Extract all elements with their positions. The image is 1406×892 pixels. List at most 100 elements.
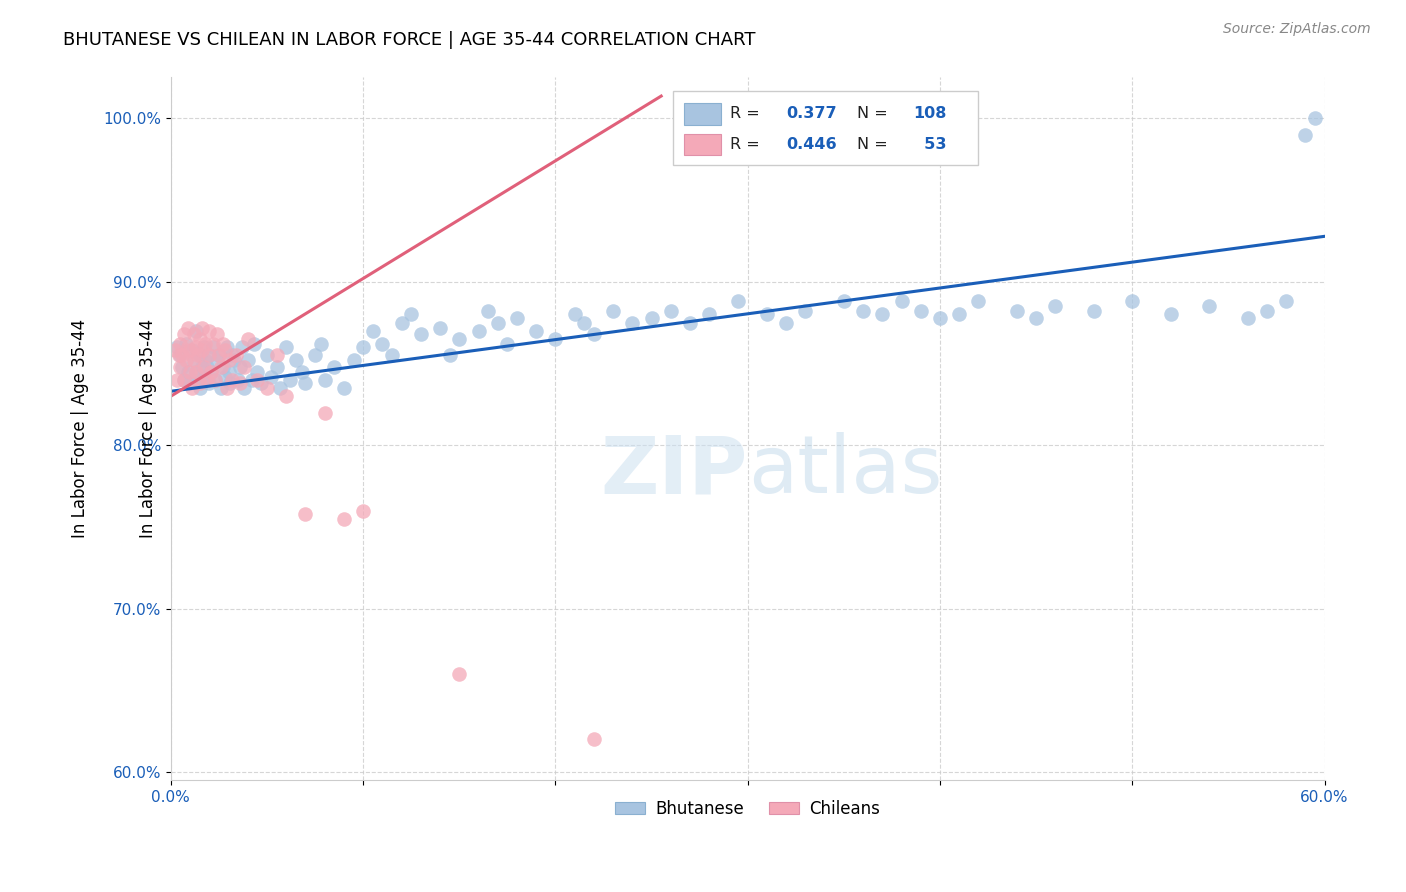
Point: [167, 348, 190, 362]
Point: [214, 369, 236, 384]
Point: [187, 348, 209, 362]
Point: [872, 308, 894, 322]
Legend: Bhutanese, Chileans: Bhutanese, Chileans: [609, 793, 887, 825]
Point: [755, 308, 778, 322]
Point: [209, 359, 232, 374]
Point: [188, 348, 211, 362]
Text: 0.446: 0.446: [786, 136, 837, 152]
Point: [211, 359, 233, 374]
Point: [179, 365, 201, 379]
Point: [890, 294, 912, 309]
Point: [640, 310, 662, 325]
Point: [177, 365, 200, 379]
Point: [187, 373, 209, 387]
Point: [198, 348, 221, 362]
Point: [948, 308, 970, 322]
Point: [333, 381, 356, 395]
Point: [1121, 294, 1143, 309]
Point: [284, 353, 307, 368]
Point: [183, 353, 205, 368]
Point: [256, 381, 278, 395]
Point: [214, 343, 236, 358]
Point: [231, 340, 253, 354]
Point: [314, 405, 336, 419]
Point: [496, 337, 519, 351]
Point: [188, 332, 211, 346]
Text: 53: 53: [912, 136, 946, 152]
Point: [229, 359, 252, 374]
Text: 108: 108: [912, 106, 946, 121]
Point: [246, 373, 269, 387]
Point: [794, 304, 817, 318]
Point: [215, 381, 238, 395]
Point: [211, 337, 233, 351]
Point: [582, 732, 605, 747]
Point: [449, 332, 471, 346]
Point: [197, 359, 219, 374]
Point: [967, 294, 990, 309]
Point: [172, 348, 194, 362]
Point: [697, 308, 720, 322]
Point: [294, 376, 316, 390]
Point: [269, 381, 291, 395]
Point: [294, 507, 316, 521]
Point: [179, 376, 201, 390]
Point: [198, 348, 221, 362]
Y-axis label: In Labor Force | Age 35-44: In Labor Force | Age 35-44: [139, 319, 157, 539]
Point: [184, 324, 207, 338]
Point: [174, 353, 197, 368]
Point: [544, 332, 567, 346]
Point: [524, 324, 547, 338]
Point: [352, 503, 374, 517]
Point: [399, 308, 422, 322]
Point: [602, 304, 624, 318]
Text: ZIP: ZIP: [600, 432, 748, 510]
Point: [266, 359, 288, 374]
Point: [179, 343, 201, 358]
Point: [166, 340, 188, 354]
Point: [727, 294, 749, 309]
Point: [679, 316, 702, 330]
Point: [181, 381, 204, 395]
Point: [193, 340, 215, 354]
Point: [163, 343, 186, 358]
Point: [621, 316, 644, 330]
Text: N =: N =: [858, 136, 893, 152]
Point: [1236, 310, 1258, 325]
Point: [202, 337, 225, 351]
Point: [852, 304, 875, 318]
Point: [1025, 310, 1047, 325]
Point: [218, 365, 240, 379]
Point: [197, 373, 219, 387]
Text: Source: ZipAtlas.com: Source: ZipAtlas.com: [1223, 22, 1371, 37]
Point: [198, 376, 221, 390]
Point: [198, 324, 221, 338]
Point: [166, 373, 188, 387]
Point: [169, 337, 191, 351]
Point: [181, 343, 204, 358]
Point: [314, 373, 336, 387]
Y-axis label: In Labor Force | Age 35-44: In Labor Force | Age 35-44: [72, 319, 89, 539]
Point: [173, 373, 195, 387]
Text: N =: N =: [858, 106, 893, 121]
Point: [183, 353, 205, 368]
Point: [236, 332, 259, 346]
Point: [232, 381, 254, 395]
Point: [184, 340, 207, 354]
Point: [221, 348, 243, 362]
Point: [266, 348, 288, 362]
Point: [449, 667, 471, 681]
Point: [1303, 112, 1326, 126]
Point: [218, 353, 240, 368]
Point: [278, 373, 301, 387]
Point: [929, 310, 952, 325]
Point: [194, 353, 217, 368]
Point: [229, 376, 252, 390]
Point: [342, 353, 364, 368]
Point: [361, 324, 384, 338]
Point: [391, 316, 413, 330]
Point: [574, 316, 596, 330]
Point: [215, 340, 238, 354]
Point: [225, 348, 247, 362]
Text: R =: R =: [730, 106, 765, 121]
